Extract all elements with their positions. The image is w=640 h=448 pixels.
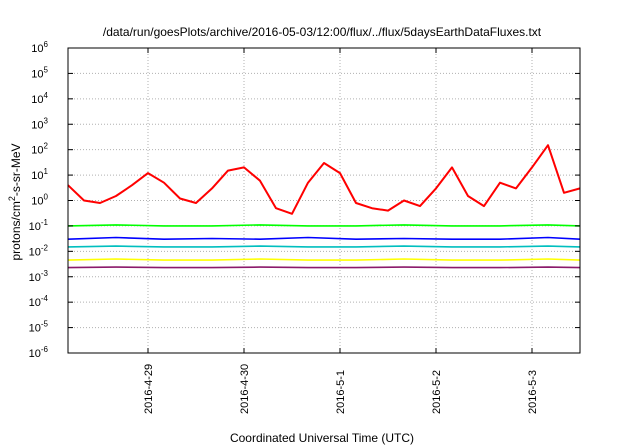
x-tick-label: 2016-5-3 [527,370,539,414]
y-axis-label-part: protons/cm [9,201,23,260]
x-tick-label: 2016-5-1 [335,370,347,414]
y-tick-exponent: 2 [44,142,49,151]
x-tick-label: 2016-5-2 [431,370,443,414]
y-tick-label: 103 [31,116,48,131]
y-tick-label: 10-5 [29,320,49,335]
y-axis-label-superscript: 2 [7,196,17,201]
y-tick-base: 10 [31,94,43,106]
y-tick-base: 10 [29,246,41,258]
y-tick-base: 10 [29,297,41,309]
x-tick-label: 2016-4-30 [239,364,251,414]
y-axis-label: protons/cm2-s-sr-MeV [7,143,23,260]
y-tick-exponent: 0 [44,193,49,202]
y-tick-base: 10 [31,43,43,55]
y-tick-label: 10-6 [29,345,49,360]
y-tick-exponent: 6 [44,40,49,49]
y-tick-base: 10 [31,170,43,182]
y-axis-label-part: -s-sr-MeV [9,143,23,196]
y-tick-exponent: 1 [44,167,49,176]
y-tick-base: 10 [29,272,41,284]
x-axis: 2016-4-29 2016-4-30 2016-5-1 2016-5-2 2016-5… [143,48,539,414]
y-tick-label: 101 [31,167,48,182]
y-tick-base: 10 [29,221,41,233]
x-axis-label: Coordinated Universal Time (UTC) [230,431,414,445]
series-group [67,144,581,269]
series-line-3 [67,236,581,240]
y-tick-base: 10 [31,119,43,131]
y-tick-label: 10-1 [29,218,49,233]
series-line-5 [67,258,581,261]
y-tick-base: 10 [31,196,43,208]
y-tick-exponent: -4 [41,294,49,303]
y-tick-exponent: 3 [44,116,49,125]
y-tick-base: 10 [31,68,43,80]
y-tick-base: 10 [29,323,41,335]
y-tick-base: 10 [31,145,43,157]
series-line-1 [67,144,581,215]
y-tick-exponent: 4 [44,91,49,100]
series-line-4 [67,245,581,248]
y-tick-label: 105 [31,65,48,80]
series-line-6 [67,266,581,269]
y-tick-exponent: -5 [41,320,49,329]
y-tick-label: 10-4 [29,294,49,309]
x-tick-label: 2016-4-29 [143,364,155,414]
series-line-2 [67,224,581,227]
y-tick-exponent: -2 [41,243,49,252]
y-tick-label: 100 [31,193,48,208]
y-tick-label: 106 [31,40,48,55]
y-tick-exponent: -3 [41,269,49,278]
y-tick-base: 10 [29,348,41,360]
y-tick-exponent: -6 [41,345,49,354]
y-axis: 10610510410310210110010-110-210-310-410-… [29,40,580,360]
y-tick-label: 104 [31,91,48,106]
y-tick-exponent: -1 [41,218,49,227]
y-tick-label: 10-3 [29,269,49,284]
y-tick-label: 102 [31,142,48,157]
y-tick-label: 10-2 [29,243,49,258]
chart-title: /data/run/goesPlots/archive/2016-05-03/1… [103,25,542,39]
grid [68,48,580,353]
y-tick-exponent: 5 [44,65,49,74]
